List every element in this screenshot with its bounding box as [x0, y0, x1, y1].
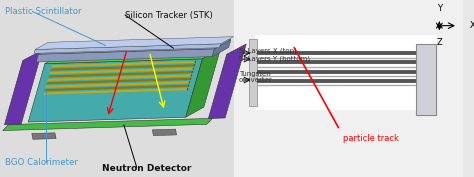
- Text: Si Layers X (top): Si Layers X (top): [239, 48, 296, 54]
- Polygon shape: [47, 74, 192, 81]
- Polygon shape: [44, 85, 190, 91]
- Polygon shape: [45, 81, 191, 88]
- FancyBboxPatch shape: [249, 39, 257, 106]
- Polygon shape: [49, 68, 194, 74]
- Polygon shape: [3, 118, 212, 131]
- Polygon shape: [190, 78, 191, 80]
- Text: Silicon Tracker (STK): Silicon Tracker (STK): [125, 11, 213, 19]
- Polygon shape: [48, 71, 193, 78]
- Polygon shape: [45, 49, 220, 64]
- Polygon shape: [32, 133, 56, 139]
- Text: Si Layers Y (bottom): Si Layers Y (bottom): [239, 55, 310, 62]
- Polygon shape: [46, 78, 191, 84]
- Polygon shape: [209, 44, 246, 118]
- Polygon shape: [194, 61, 196, 63]
- Polygon shape: [34, 44, 220, 53]
- Polygon shape: [152, 129, 177, 136]
- Polygon shape: [28, 59, 202, 122]
- Polygon shape: [43, 88, 189, 95]
- Text: Neutron Detector: Neutron Detector: [102, 164, 191, 173]
- Text: particle track: particle track: [343, 134, 399, 142]
- FancyBboxPatch shape: [234, 0, 464, 177]
- Polygon shape: [192, 68, 194, 70]
- FancyBboxPatch shape: [416, 44, 436, 115]
- Text: Plastic Scintillator: Plastic Scintillator: [5, 7, 81, 16]
- Polygon shape: [4, 50, 42, 125]
- Polygon shape: [51, 61, 196, 67]
- Text: Y: Y: [437, 4, 442, 13]
- Polygon shape: [38, 40, 231, 54]
- Polygon shape: [36, 49, 215, 62]
- Polygon shape: [191, 74, 192, 77]
- Text: Z: Z: [437, 38, 442, 47]
- Polygon shape: [186, 49, 220, 117]
- FancyBboxPatch shape: [255, 35, 437, 110]
- Text: X: X: [470, 21, 474, 30]
- Text: BGO Calorimeter: BGO Calorimeter: [5, 158, 78, 167]
- FancyBboxPatch shape: [0, 0, 234, 177]
- Polygon shape: [193, 64, 195, 66]
- Text: Tungsten: Tungsten: [239, 71, 271, 77]
- Polygon shape: [187, 88, 189, 90]
- Polygon shape: [50, 64, 195, 71]
- Polygon shape: [189, 81, 191, 83]
- Polygon shape: [191, 71, 193, 73]
- Polygon shape: [35, 37, 234, 49]
- Text: converter: converter: [239, 77, 273, 83]
- Polygon shape: [212, 40, 231, 57]
- Polygon shape: [188, 85, 190, 87]
